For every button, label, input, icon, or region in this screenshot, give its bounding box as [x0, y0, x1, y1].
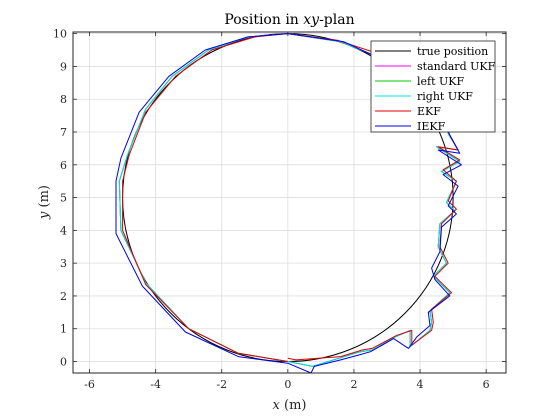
legend-box	[370, 40, 496, 133]
x-tick-label: -2	[216, 378, 227, 391]
legend-label-right-ukf: right UKF	[417, 90, 473, 103]
axes-box	[72, 31, 507, 374]
y-tick-label: 10	[53, 28, 67, 41]
legend-label-left-ukf: left UKF	[417, 75, 465, 88]
legend-label-iekf: IEKF	[417, 120, 446, 133]
y-tick-label: 6	[60, 159, 67, 172]
y-tick-label: 9	[60, 60, 67, 73]
legend-label-ekf: EKF	[417, 105, 441, 118]
legend-label-standard-ukf: standard UKF	[417, 60, 496, 73]
y-tick-label: 1	[60, 323, 67, 336]
x-tick-label: 2	[350, 378, 357, 391]
y-axis-label: y (m)	[37, 185, 52, 220]
legend: true position standard UKF left UKF right U…	[370, 40, 496, 133]
y-tick-label: 8	[60, 93, 67, 106]
x-axis-label: x (m)	[273, 398, 307, 413]
y-tick-label: 4	[60, 224, 67, 237]
ticks: -6 -4 -2 0 2 4 6 0 1 2 3 4 5 6 7 8 9 10	[53, 28, 506, 391]
chart-title: Position in xy-plan	[224, 12, 354, 28]
y-tick-label: 7	[60, 126, 67, 139]
series-right-ukf	[118, 33, 461, 367]
legend-label-true-position: true position	[417, 45, 488, 58]
y-tick-label: 5	[60, 192, 67, 205]
x-tick-label: 6	[483, 378, 490, 391]
x-tick-label: -6	[84, 378, 95, 391]
y-tick-label: 3	[60, 257, 67, 270]
y-tick-label: 2	[60, 290, 67, 303]
y-tick-label: 0	[60, 356, 67, 369]
x-tick-label: 4	[417, 378, 424, 391]
x-tick-label: 0	[284, 378, 291, 391]
series-iekf	[115, 33, 462, 374]
x-tick-label: -4	[150, 378, 161, 391]
series-ekf	[122, 33, 461, 362]
